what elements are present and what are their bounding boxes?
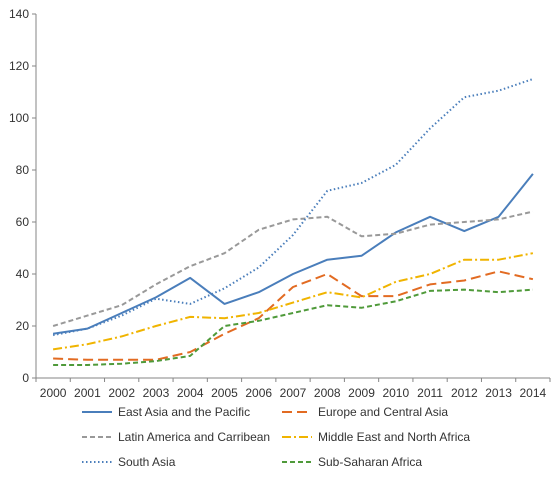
x-tick-label: 2007 <box>280 386 307 400</box>
y-tick-label: 20 <box>16 319 30 333</box>
series-line-3 <box>52 210 534 327</box>
y-tick-label: 0 <box>22 371 29 385</box>
y-tick-label: 100 <box>9 111 29 125</box>
x-tick-label: 2000 <box>40 386 67 400</box>
x-tick-label: 2002 <box>108 386 135 400</box>
legend-label: South Asia <box>118 455 176 469</box>
y-tick-label: 140 <box>9 7 29 21</box>
legend-label: East Asia and the Pacific <box>118 405 250 419</box>
x-tick-label: 2011 <box>417 386 443 400</box>
x-tick-label: 2004 <box>177 386 204 400</box>
x-tick-label: 2009 <box>348 386 375 400</box>
series-line-5 <box>52 78 534 337</box>
series-line-6 <box>53 288 533 366</box>
x-tick-label: 2006 <box>245 386 272 400</box>
x-tick-label: 2014 <box>520 386 547 400</box>
legend-label: Sub-Saharan Africa <box>318 455 422 469</box>
series-line-1 <box>52 173 534 335</box>
x-tick-label: 2012 <box>451 386 478 400</box>
y-tick-label: 40 <box>16 267 30 281</box>
x-tick-label: 2001 <box>74 386 101 400</box>
x-tick-label: 2005 <box>211 386 238 400</box>
legend-label: Latin America and Carribean <box>118 430 270 444</box>
x-tick-label: 2013 <box>485 386 512 400</box>
x-tick-label: 2008 <box>314 386 341 400</box>
legend-label: Europe and Central Asia <box>318 405 448 419</box>
x-tick-label: 2003 <box>143 386 170 400</box>
y-tick-label: 80 <box>16 163 30 177</box>
y-tick-label: 60 <box>16 215 30 229</box>
series-line-2 <box>53 270 534 361</box>
legend-label: Middle East and North Africa <box>318 430 470 444</box>
series-line-4 <box>52 252 534 351</box>
x-tick-label: 2010 <box>382 386 409 400</box>
y-tick-label: 120 <box>9 59 29 73</box>
